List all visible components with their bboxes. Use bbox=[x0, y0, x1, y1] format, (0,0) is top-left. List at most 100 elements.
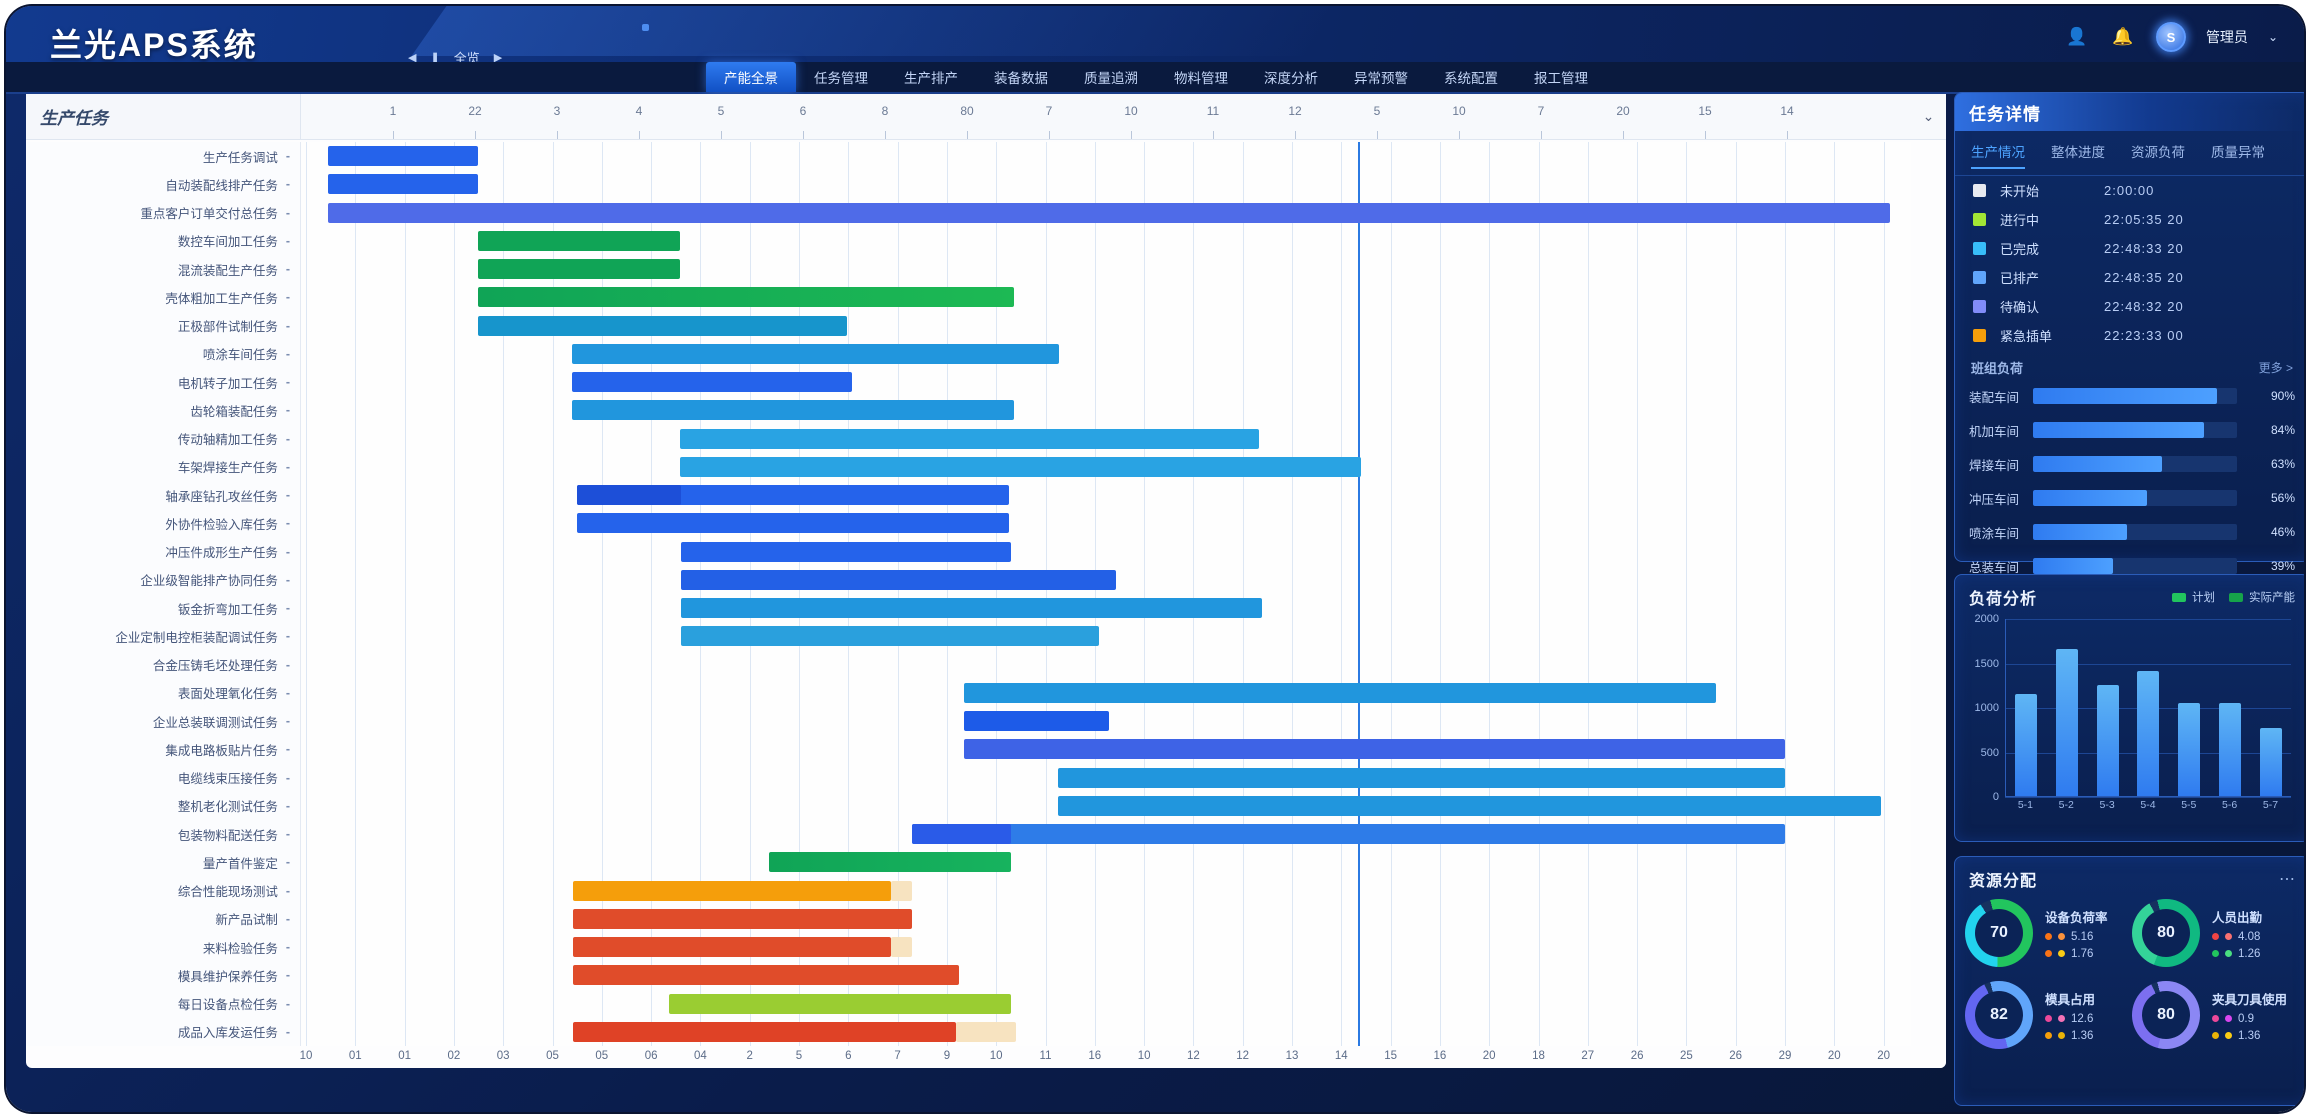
gantt-bar[interactable] bbox=[680, 456, 1361, 477]
chart-bar[interactable] bbox=[2178, 702, 2201, 796]
task-collapse-dash[interactable]: - bbox=[285, 516, 290, 531]
gantt-bar[interactable] bbox=[573, 908, 912, 929]
task-collapse-dash[interactable]: - bbox=[285, 940, 290, 955]
task-row[interactable]: 重点客户订单交付总任务 - bbox=[140, 202, 290, 224]
gantt-bar[interactable] bbox=[912, 824, 1785, 845]
task-row[interactable]: 表面处理氧化任务 - bbox=[178, 682, 290, 704]
tab-9[interactable]: 系统配置 bbox=[1444, 71, 1498, 86]
task-row[interactable]: 齿轮箱装配任务 - bbox=[190, 399, 290, 421]
task-row[interactable]: 整机老化测试任务 - bbox=[178, 795, 290, 817]
task-row[interactable]: 冲压件成形生产任务 - bbox=[165, 541, 290, 563]
kebab-menu-icon[interactable]: ⋯ bbox=[2279, 871, 2295, 888]
gantt-bar[interactable] bbox=[573, 965, 959, 986]
user-icon[interactable]: 👤 bbox=[2066, 27, 2088, 46]
task-collapse-dash[interactable]: - bbox=[285, 601, 290, 616]
task-row[interactable]: 混流装配生产任务 - bbox=[178, 258, 290, 280]
task-row[interactable]: 壳体粗加工生产任务 - bbox=[165, 286, 290, 308]
task-collapse-dash[interactable]: - bbox=[285, 742, 290, 757]
task-row[interactable]: 外协件检验入库任务 - bbox=[165, 512, 290, 534]
chart-bar[interactable] bbox=[2218, 703, 2241, 796]
task-row[interactable]: 来料检验任务 - bbox=[203, 936, 290, 958]
chart-bar[interactable] bbox=[2056, 649, 2079, 796]
subtab-生产情况[interactable]: 生产情况 bbox=[1971, 141, 2025, 169]
gantt-bar[interactable] bbox=[328, 174, 478, 195]
gantt-bar[interactable] bbox=[328, 202, 1890, 223]
tab-4[interactable]: 装备数据 bbox=[994, 71, 1048, 86]
task-row[interactable]: 集成电路板贴片任务 - bbox=[165, 738, 290, 760]
bell-icon[interactable]: 🔔 bbox=[2112, 27, 2134, 46]
step-forward-icon[interactable]: ▶ bbox=[493, 51, 503, 64]
gantt-bar[interactable] bbox=[573, 880, 912, 901]
donut-gauge[interactable]: 82 bbox=[1965, 981, 2033, 1049]
task-row[interactable]: 合金压铸毛坯处理任务 - bbox=[153, 654, 290, 676]
task-row[interactable]: 综合性能现场测试 - bbox=[178, 880, 290, 902]
gantt-bar[interactable] bbox=[681, 569, 1116, 590]
task-row[interactable]: 模具维护保养任务 - bbox=[178, 964, 290, 986]
gantt-bar[interactable] bbox=[478, 259, 680, 280]
step-back-icon[interactable]: ◀ bbox=[408, 51, 417, 64]
gantt-bar[interactable] bbox=[577, 485, 1009, 506]
task-row[interactable]: 数控车间加工任务 - bbox=[178, 230, 290, 252]
task-collapse-dash[interactable]: - bbox=[285, 911, 290, 926]
task-collapse-dash[interactable]: - bbox=[285, 629, 290, 644]
task-collapse-dash[interactable]: - bbox=[285, 318, 290, 333]
task-row[interactable]: 电机转子加工任务 - bbox=[178, 371, 290, 393]
tab-1[interactable]: 产能全景 bbox=[706, 62, 796, 92]
chart-bar[interactable] bbox=[2259, 728, 2282, 796]
task-collapse-dash[interactable]: - bbox=[285, 205, 290, 220]
gantt-bar[interactable] bbox=[572, 343, 1059, 364]
gantt-bar[interactable] bbox=[573, 1021, 1016, 1042]
gantt-bar[interactable] bbox=[769, 852, 1011, 873]
task-collapse-dash[interactable]: - bbox=[285, 346, 290, 361]
gantt-bar[interactable] bbox=[680, 428, 1259, 449]
task-collapse-dash[interactable]: - bbox=[285, 290, 290, 305]
gantt-bar[interactable] bbox=[1058, 767, 1785, 788]
task-row[interactable]: 钣金折弯加工任务 - bbox=[178, 597, 290, 619]
chart-bar[interactable] bbox=[2096, 684, 2119, 796]
gantt-bar[interactable] bbox=[1058, 795, 1881, 816]
progress-more-link[interactable]: 更多 > bbox=[2258, 361, 2293, 375]
task-collapse-dash[interactable]: - bbox=[285, 177, 290, 192]
task-collapse-dash[interactable]: - bbox=[285, 431, 290, 446]
tab-6[interactable]: 物料管理 bbox=[1174, 71, 1228, 86]
task-collapse-dash[interactable]: - bbox=[285, 855, 290, 870]
task-row[interactable]: 喷涂车间任务 - bbox=[203, 343, 290, 365]
task-collapse-dash[interactable]: - bbox=[285, 488, 290, 503]
task-row[interactable]: 车架焊接生产任务 - bbox=[178, 456, 290, 478]
task-collapse-dash[interactable]: - bbox=[285, 262, 290, 277]
task-row[interactable]: 企业级智能排产协同任务 - bbox=[140, 569, 290, 591]
gantt-bar[interactable] bbox=[964, 682, 1716, 703]
subtab-整体进度[interactable]: 整体进度 bbox=[2051, 145, 2105, 160]
task-collapse-dash[interactable]: - bbox=[285, 714, 290, 729]
task-collapse-dash[interactable]: - bbox=[285, 375, 290, 390]
tab-5[interactable]: 质量追溯 bbox=[1084, 71, 1138, 86]
task-collapse-dash[interactable]: - bbox=[285, 459, 290, 474]
gantt-bar[interactable] bbox=[328, 146, 478, 167]
gantt-bar[interactable] bbox=[478, 287, 1014, 308]
tab-2[interactable]: 任务管理 bbox=[814, 71, 868, 86]
task-row[interactable]: 包装物料配送任务 - bbox=[178, 823, 290, 845]
pause-icon[interactable]: ❚ bbox=[430, 51, 440, 64]
task-row[interactable]: 生产任务调试 - bbox=[203, 145, 290, 167]
gantt-bar[interactable] bbox=[681, 626, 1099, 647]
task-collapse-dash[interactable]: - bbox=[285, 827, 290, 842]
chevron-down-icon[interactable]: ⌄ bbox=[2267, 30, 2278, 44]
task-row[interactable]: 正极部件试制任务 - bbox=[178, 315, 290, 337]
task-collapse-dash[interactable]: - bbox=[285, 770, 290, 785]
gantt-bar[interactable] bbox=[681, 541, 1011, 562]
task-collapse-dash[interactable]: - bbox=[285, 798, 290, 813]
gantt-bar[interactable] bbox=[964, 739, 1785, 760]
gantt-bar[interactable] bbox=[669, 993, 1011, 1014]
chart-bar[interactable] bbox=[2015, 693, 2038, 796]
subtab-质量异常[interactable]: 质量异常 bbox=[2211, 145, 2265, 160]
tab-10[interactable]: 报工管理 bbox=[1534, 71, 1588, 86]
task-row[interactable]: 传动轴精加工任务 - bbox=[178, 428, 290, 450]
task-collapse-dash[interactable]: - bbox=[285, 968, 290, 983]
subtab-资源负荷[interactable]: 资源负荷 bbox=[2131, 145, 2185, 160]
task-collapse-dash[interactable]: - bbox=[285, 657, 290, 672]
task-collapse-dash[interactable]: - bbox=[285, 1024, 290, 1039]
tab-3[interactable]: 生产排产 bbox=[904, 71, 958, 86]
task-collapse-dash[interactable]: - bbox=[285, 996, 290, 1011]
tab-8[interactable]: 异常预警 bbox=[1354, 71, 1408, 86]
task-collapse-dash[interactable]: - bbox=[285, 572, 290, 587]
